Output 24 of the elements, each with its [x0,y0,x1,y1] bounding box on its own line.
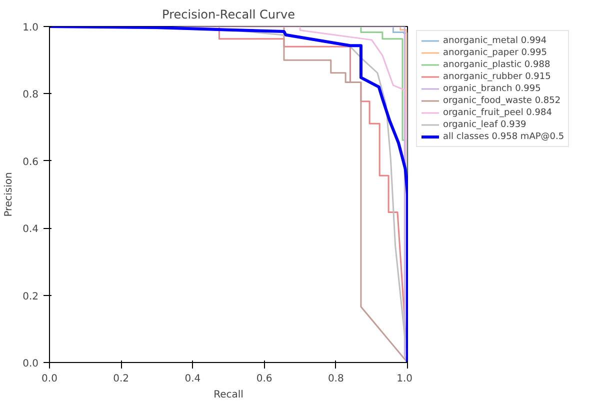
legend-label: anorganic_metal 0.994 [443,35,547,46]
y-tick-label: 1.0 [22,22,39,34]
y-axis-title: Precision [4,172,15,217]
y-tick-label: 0.4 [22,224,39,236]
legend-label: organic_food_waste 0.852 [443,95,561,106]
legend-label: organic_leaf 0.939 [443,119,526,130]
x-tick-label: 1.0 [396,374,413,384]
legend-label: organic_fruit_peel 0.984 [443,107,552,118]
x-axis-title: Recall [214,390,244,400]
y-tick-label: 0.0 [22,358,39,370]
x-tick-label: 0.8 [328,374,344,384]
legend-label: all classes 0.958 mAP@0.5 [443,131,564,142]
legend-label: anorganic_rubber 0.915 [443,71,551,82]
chart-title: Precision-Recall Curve [162,8,295,22]
y-tick-label: 0.8 [22,90,39,101]
legend-label: anorganic_paper 0.995 [443,47,547,58]
x-tick-label: 0.4 [184,374,201,384]
y-tick-label: 0.6 [22,156,39,168]
x-tick-label: 0.0 [42,374,58,384]
y-tick-label: 0.2 [22,291,39,302]
x-tick-label: 0.6 [256,374,272,384]
legend-label: organic_branch 0.995 [443,83,541,94]
legend-label: anorganic_plastic 0.988 [443,59,550,70]
x-tick-label: 0.2 [113,374,130,384]
